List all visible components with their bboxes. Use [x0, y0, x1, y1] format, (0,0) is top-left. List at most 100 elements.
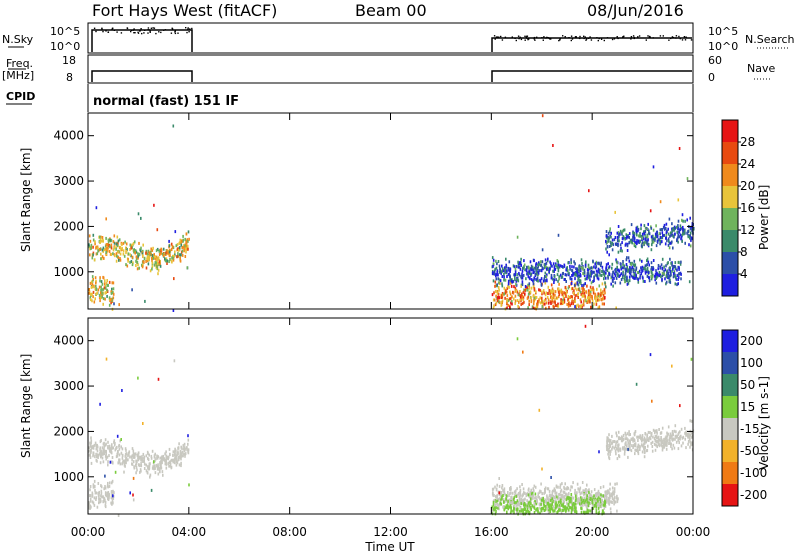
scatter-cell: [575, 502, 577, 506]
scatter-cell: [644, 438, 647, 442]
scatter-cell: [156, 258, 158, 262]
scatter-cell: [535, 305, 538, 309]
scatter-cell: [111, 446, 113, 450]
scatter-cell: [104, 486, 107, 490]
scatter-cell: [516, 337, 519, 341]
scatter-cell: [580, 510, 583, 514]
scatter-cell: [622, 276, 624, 280]
scatter-cell: [492, 271, 494, 275]
scatter-cell: [90, 436, 92, 440]
scatter-cell: [532, 268, 535, 272]
scatter-cell: [494, 280, 497, 284]
scatter-cell: [141, 265, 144, 269]
scatter-cell: [552, 500, 554, 504]
scatter-cell: [505, 265, 508, 269]
scatter-cell: [579, 502, 581, 506]
scatter-cell: [155, 255, 158, 259]
scatter-cell: [606, 498, 608, 502]
scatter-cell: [157, 455, 159, 459]
scatter-cell: [597, 270, 599, 274]
scatter-cell: [547, 301, 550, 305]
scatter-cell: [114, 254, 116, 258]
scatter-cell: [632, 436, 634, 440]
scatter-cell: [529, 267, 532, 271]
scatter-cell: [535, 290, 537, 294]
scatter-cell: [641, 265, 644, 269]
scatter-cell: [672, 267, 674, 271]
scatter-cell: [540, 490, 542, 494]
scatter-cell: [576, 288, 578, 292]
scatter-cell: [539, 260, 542, 264]
scatter-cell: [563, 300, 566, 304]
scatter-cell: [579, 496, 582, 500]
scatter-cell: [665, 437, 667, 441]
scatter-cell: [547, 509, 550, 513]
noise-dot: [130, 29, 133, 31]
scatter-cell: [597, 261, 599, 265]
scatter-cell: [542, 302, 545, 306]
scatter-cell: [499, 279, 502, 283]
scatter-cell: [112, 252, 114, 256]
time-tick-label: 12:00: [373, 525, 408, 539]
noise-dot: [524, 35, 526, 37]
scatter-cell: [143, 256, 146, 260]
scatter-cell: [109, 450, 112, 454]
scatter-cell: [635, 267, 637, 271]
scatter-cell: [540, 498, 543, 502]
scatter-cell: [162, 473, 164, 477]
scatter-cell: [554, 293, 556, 297]
scatter-cell: [502, 494, 504, 497]
scatter-cell: [589, 267, 591, 271]
noise-dot: [559, 38, 561, 40]
colorbar-swatch: [722, 164, 738, 186]
scatter-cell: [509, 270, 511, 274]
scatter-cell: [624, 442, 626, 446]
scatter-cell: [661, 257, 664, 261]
scatter-cell: [98, 293, 101, 297]
scatter-cell: [557, 263, 559, 267]
noise-dot: [120, 32, 123, 34]
scatter-cell: [587, 511, 589, 514]
scatter-cell: [117, 450, 119, 454]
scatter-cell: [577, 278, 579, 282]
scatter-cell: [656, 429, 658, 433]
scatter-cell: [576, 267, 578, 271]
colorbar-tick-label: 20: [740, 179, 755, 193]
scatter-cell: [136, 267, 139, 271]
scatter-cell: [509, 292, 512, 296]
scatter-cell: [617, 443, 619, 447]
scatter-cell: [112, 281, 115, 285]
scatter-cell: [606, 240, 608, 244]
scatter-cell: [523, 491, 525, 495]
scatter-cell: [167, 249, 170, 253]
scatter-cell: [678, 272, 681, 276]
scatter-cell: [118, 453, 121, 457]
scatter-cell: [155, 457, 157, 461]
scatter-cell: [154, 459, 156, 463]
velocity-x-axis: [87, 318, 694, 514]
scatter-cell: [100, 257, 102, 261]
scatter-cell: [545, 267, 548, 271]
scatter-cell: [519, 490, 522, 494]
scatter-cell: [137, 458, 139, 462]
scatter-cell: [606, 235, 608, 239]
scatter-cell: [677, 227, 679, 231]
scatter-cell: [574, 277, 576, 281]
scatter-cell: [112, 248, 115, 252]
scatter-cell: [553, 487, 556, 491]
scatter-cell: [613, 502, 615, 506]
scatter-cell: [168, 253, 171, 257]
scatter-cell: [118, 447, 121, 451]
scatter-cell: [614, 281, 617, 285]
scatter-cell: [652, 237, 655, 241]
scatter-cell: [121, 454, 124, 457]
scatter-cell: [515, 282, 517, 286]
scatter-cell: [551, 277, 554, 281]
scatter-cell: [186, 266, 189, 270]
scatter-cell: [640, 436, 643, 440]
noise-dot: [101, 27, 103, 29]
scatter-cell: [587, 270, 589, 273]
noise-dot: [542, 39, 544, 41]
scatter-cell: [639, 258, 641, 262]
scatter-cell: [654, 438, 657, 442]
